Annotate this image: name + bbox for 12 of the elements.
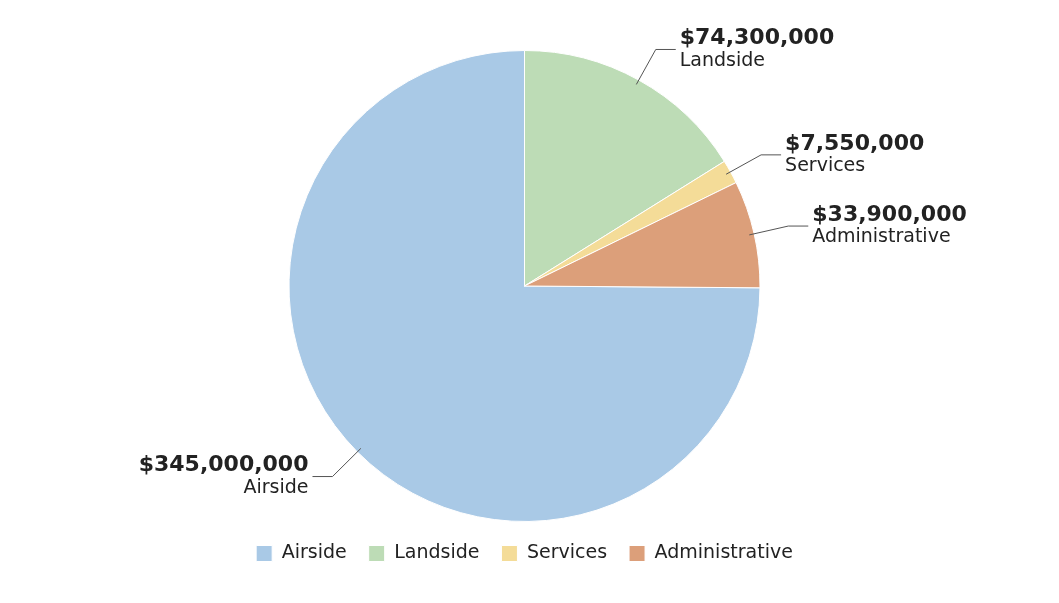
legend-label: Landside	[394, 540, 480, 563]
legend-label: Services	[526, 540, 608, 563]
data-label: $74,300,000	[679, 24, 835, 50]
legend-label: Administrative	[654, 540, 793, 563]
data-label: $345,000,000	[138, 451, 309, 477]
data-label: $33,900,000	[812, 200, 967, 226]
legend-label: Airside	[281, 540, 347, 563]
slice-label: Administrative	[812, 224, 951, 247]
slice-label: Airside	[243, 474, 309, 497]
slice-label: Landside	[679, 47, 766, 70]
data-label: $7,550,000	[785, 129, 925, 155]
slice-label: Services	[785, 153, 866, 176]
